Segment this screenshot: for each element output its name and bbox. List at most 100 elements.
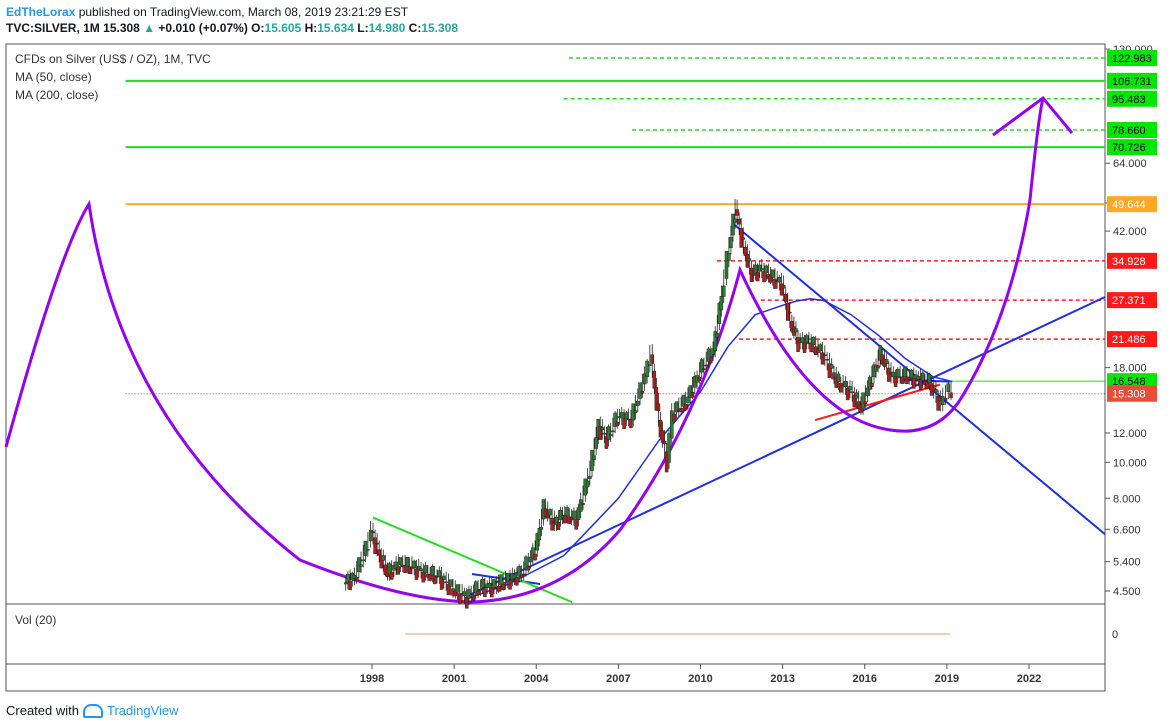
candle-body — [753, 264, 758, 274]
candle-body — [743, 246, 748, 256]
x-tick-label: 2001 — [442, 673, 466, 685]
candle-body — [539, 526, 544, 530]
candle-body — [711, 348, 715, 355]
author-name[interactable]: EdTheLorax — [6, 5, 76, 19]
y-tick-label: 6.600 — [1113, 524, 1141, 536]
candle-body — [423, 565, 428, 574]
candle-body — [446, 583, 451, 596]
x-tick-label: 2016 — [853, 673, 877, 685]
price-tag-label: 95.483 — [1112, 94, 1146, 106]
candle-body — [832, 372, 836, 380]
y-tick-label: 64.000 — [1113, 158, 1147, 170]
price-tag-box — [1107, 122, 1157, 139]
candle-body — [777, 277, 782, 283]
candle-body — [572, 510, 576, 519]
candle-body — [870, 382, 874, 388]
legend-ma50: MA (50, close) — [15, 70, 92, 84]
candle-body — [679, 407, 683, 412]
candle-body — [490, 587, 494, 598]
candle-body — [442, 575, 446, 580]
candle-body — [674, 401, 679, 413]
candle-body — [576, 507, 581, 521]
candle-body — [512, 574, 517, 579]
candle-body — [927, 374, 932, 384]
candle-body — [558, 509, 563, 521]
candle-body — [563, 515, 567, 524]
candle-body — [836, 373, 841, 382]
candle-body — [480, 578, 485, 588]
candle-body — [505, 572, 510, 582]
price-tag-label: 15.308 — [1112, 389, 1146, 401]
candle-body — [702, 368, 706, 370]
candle-body — [905, 376, 909, 384]
price-change: +0.010 (+0.07%) — [158, 21, 248, 35]
candle-body — [417, 566, 421, 571]
candle-body — [900, 376, 905, 384]
up-arrow-icon: ▲ — [143, 21, 156, 35]
candle-body — [412, 560, 416, 568]
candle-body — [528, 556, 533, 563]
candle-body — [713, 331, 717, 351]
candles — [343, 198, 953, 609]
candle-body — [757, 264, 762, 272]
candle-body — [471, 594, 476, 601]
candle-body — [921, 372, 925, 381]
high-label: H: — [304, 21, 318, 35]
candle-body — [381, 555, 386, 561]
candle-body — [343, 582, 348, 585]
candle-body — [697, 376, 702, 381]
candle-body — [783, 294, 788, 303]
candle-body — [515, 577, 519, 586]
candle-body — [645, 360, 649, 378]
tradingview-brand[interactable]: TradingView — [106, 703, 179, 718]
candle-body — [375, 542, 379, 545]
price-tag-box — [1107, 292, 1157, 309]
candle-body — [455, 584, 460, 593]
created-with-label: Created with — [6, 703, 79, 718]
candle-body — [363, 540, 368, 556]
candle-body — [861, 392, 865, 409]
candle-body — [387, 563, 392, 575]
candle-body — [550, 517, 554, 531]
candle-body — [377, 549, 381, 556]
candle-body — [622, 418, 626, 430]
legend-ma200: MA (200, close) — [15, 88, 99, 102]
candle-body — [581, 503, 585, 505]
candle-body — [884, 359, 889, 364]
candle-body — [946, 383, 950, 392]
purple-arrowhead — [992, 95, 1074, 137]
candle-body — [878, 345, 882, 361]
candle-body — [398, 557, 403, 565]
price-tag-label: 70.726 — [1112, 142, 1146, 154]
candle-body — [896, 369, 900, 378]
candle-body — [569, 517, 574, 521]
candle-body — [642, 373, 647, 385]
open-label: O: — [251, 21, 265, 35]
candle-body — [508, 580, 512, 590]
candle-body — [751, 274, 756, 276]
candle-body — [670, 410, 674, 439]
candle-body — [492, 579, 496, 588]
candle-body — [407, 566, 412, 574]
candle-body — [719, 296, 724, 311]
candle-body — [660, 430, 665, 443]
y-tick-label: 12.000 — [1113, 428, 1147, 440]
horizontal-levels — [125, 57, 1105, 395]
candle-body — [786, 303, 790, 321]
y-tick-label: 4.500 — [1113, 586, 1141, 598]
candle-body — [909, 370, 914, 379]
candle-body — [519, 574, 524, 578]
candle-body — [688, 385, 692, 398]
candle-body — [501, 583, 505, 591]
candle-body — [902, 367, 907, 378]
candle-body — [379, 555, 383, 569]
price-tag-label: 27.371 — [1112, 295, 1146, 307]
candle-body — [760, 268, 764, 271]
close-label: C: — [408, 21, 422, 35]
price-tag-label: 49.644 — [1112, 199, 1146, 211]
candle-body — [633, 410, 638, 414]
candle-body — [827, 363, 832, 378]
candle-body — [790, 321, 794, 332]
candle-body — [636, 401, 640, 406]
